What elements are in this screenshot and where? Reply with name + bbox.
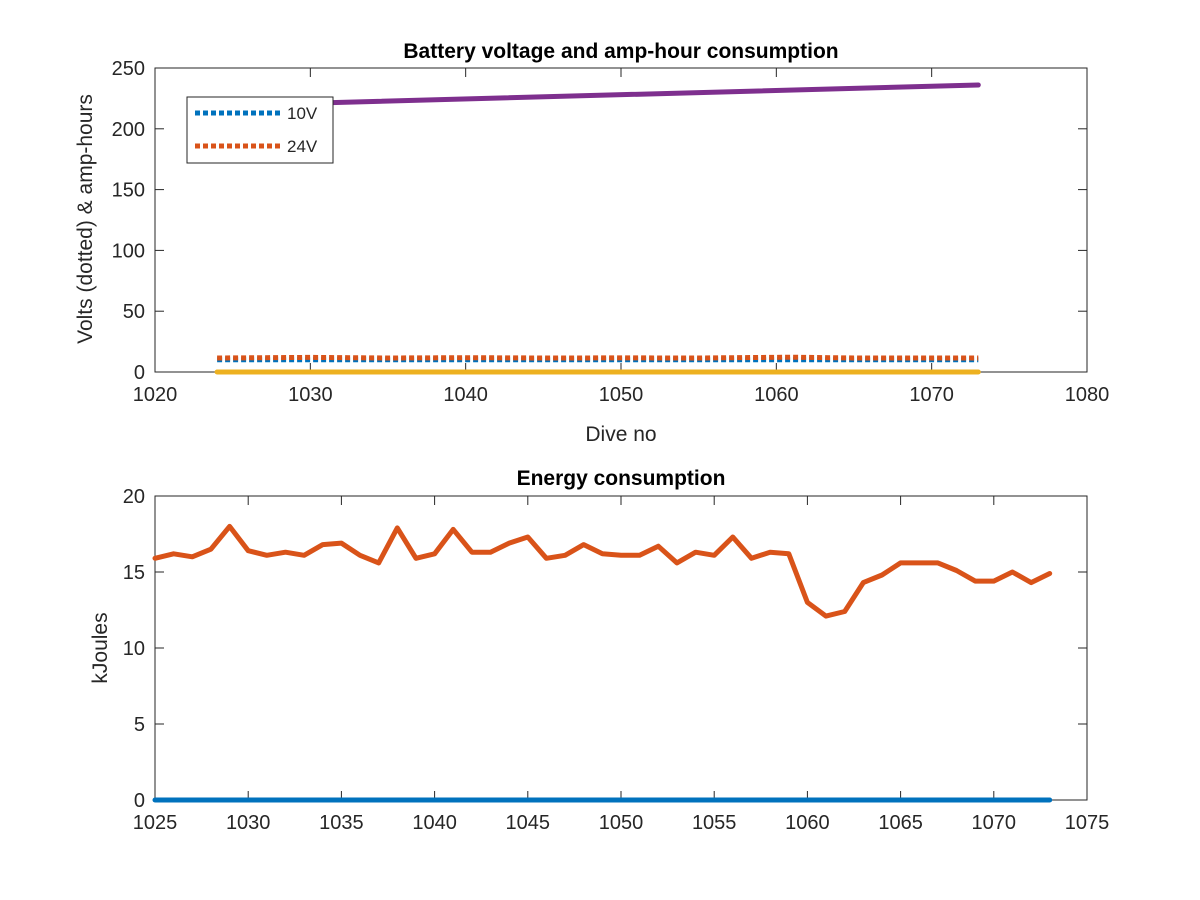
energy-plot-area [154,495,1088,801]
energy-chart: 1025 1030 1035 1040 1045 1050 1055 1060 1065 1070… [89,467,1109,834]
legend-box [186,96,334,164]
energy-y-tick-label: 5 [134,714,145,736]
energy-x-ticks: 1025 1030 1035 1040 1045 1050 1055 1060 1065 1070… [133,496,1110,834]
battery-y-tick-label: 0 [134,362,145,384]
energy-y-ticks: 0 5 10 15 20 [123,486,1087,812]
battery-x-ticks: 1020 1030 1040 1050 1060 1070 1080 [133,68,1110,406]
battery-x-tick-label: 1040 [443,384,488,406]
energy-x-tick-label: 1075 [1065,812,1110,834]
energy-x-tick-label: 1055 [692,812,737,834]
battery-x-tick-label: 1070 [909,384,954,406]
legend-label-24v: 24V [287,137,318,156]
battery-series-line-4 [214,82,981,109]
energy-x-tick-label: 1025 [133,812,178,834]
battery-y-tick-label: 150 [112,180,145,202]
battery-x-tick-label: 1020 [133,384,178,406]
battery-series [214,82,981,375]
battery-x-tick-label: 1060 [754,384,799,406]
energy-series [152,523,1053,803]
energy-x-tick-label: 1040 [412,812,457,834]
battery-y-ticks: 0 50 100 150 200 250 [112,58,1087,384]
battery-y-axis-label: Volts (dotted) & amp-hours [74,94,97,344]
energy-y-tick-label: 15 [123,562,145,584]
energy-x-tick-label: 1045 [506,812,551,834]
legend-label-10v: 10V [287,104,318,123]
energy-x-tick-label: 1070 [972,812,1017,834]
battery-chart-title: Battery voltage and amp-hour consumption [403,40,838,63]
energy-x-tick-label: 1035 [319,812,364,834]
energy-x-tick-label: 1060 [785,812,830,834]
energy-y-tick-label: 20 [123,486,145,508]
energy-y-axis-label: kJoules [89,612,112,683]
battery-chart: 1020 1030 1040 1050 1060 1070 1080 0 50 100 150 20… [74,40,1109,446]
battery-y-tick-label: 100 [112,240,145,262]
energy-y-tick-label: 0 [134,790,145,812]
energy-chart-title: Energy consumption [517,467,726,490]
battery-x-axis-label: Dive no [585,423,656,446]
battery-y-tick-label: 250 [112,58,145,80]
battery-y-tick-label: 50 [123,301,145,323]
energy-series-line-1 [152,523,1053,619]
battery-x-tick-label: 1050 [599,384,644,406]
battery-x-tick-label: 1030 [288,384,333,406]
battery-series-line-24v [217,354,979,361]
battery-x-tick-label: 1080 [1065,384,1110,406]
battery-y-tick-label: 200 [112,119,145,141]
energy-x-tick-label: 1030 [226,812,271,834]
energy-y-tick-label: 10 [123,638,145,660]
energy-x-tick-label: 1050 [599,812,644,834]
battery-legend: 10V 24V [186,96,334,164]
energy-x-tick-label: 1065 [878,812,923,834]
